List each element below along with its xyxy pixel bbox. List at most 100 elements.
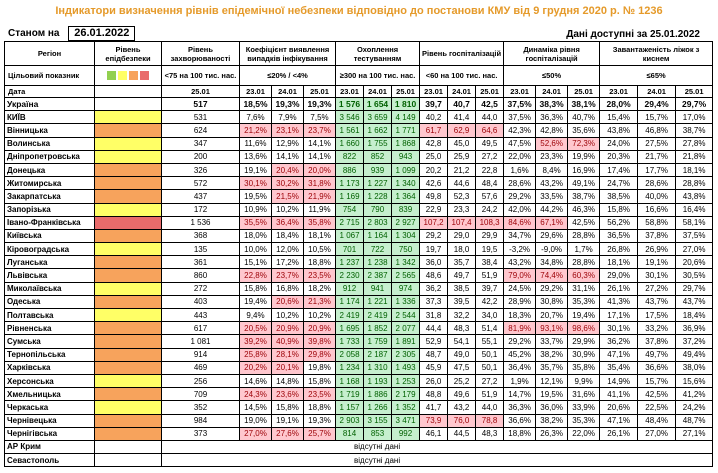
detection-rate-value: 20,2%	[239, 360, 272, 375]
hospitalization-value: 19,5	[475, 242, 505, 257]
region-name: Херсонська	[4, 373, 95, 389]
oxygen-beds-value: 22,5%	[637, 400, 677, 415]
hospitalization-value: 64,6	[475, 123, 505, 138]
hospitalization-dynamics-value: 29,2%	[503, 189, 537, 204]
epidemic-level-cell	[94, 413, 162, 428]
oxygen-beds-value: 27,0%	[675, 242, 714, 257]
incidence-value: 1 536	[161, 215, 240, 230]
epidemic-level-cell	[94, 215, 162, 230]
hospitalization-dynamics-value: 33,5%	[535, 189, 569, 204]
oxygen-beds-value: 29,7%	[675, 281, 714, 296]
hospitalization-dynamics-value: 47,5%	[503, 136, 537, 151]
hospitalization-dynamics-value: 16,9%	[567, 162, 601, 178]
detection-rate-value: 19,8%	[302, 360, 337, 375]
hospitalization-dynamics-value: 26,3%	[535, 426, 569, 441]
hospitalization-value: 49,7	[447, 268, 477, 283]
oxygen-beds-value: 37,2%	[675, 334, 714, 349]
hospitalization-dynamics-value: 98,6%	[567, 321, 601, 336]
region-name: Луганська	[4, 255, 95, 270]
oxygen-beds-value: 24,0%	[599, 136, 639, 151]
region-name: КИЇВ	[4, 110, 95, 125]
oxygen-beds-value: 38,0%	[675, 360, 714, 375]
oxygen-beds-value: 15,8%	[599, 202, 639, 217]
oxygen-beds-value: 43,7%	[675, 294, 714, 310]
date-header: 23.01	[419, 85, 449, 98]
testing-coverage-value: 750	[391, 242, 421, 257]
oxygen-beds-value: 15,7%	[637, 110, 677, 125]
testing-coverage-value: 1 868	[391, 136, 421, 151]
detection-rate-value: 20,9%	[271, 321, 304, 336]
table-row: Миколаївська 272 15,8% 16,8% 18,2% 912 941 974 3…	[4, 281, 714, 296]
hospitalization-dynamics-value: 29,6%	[535, 228, 569, 244]
hospitalization-value: 37,3	[419, 294, 449, 310]
hospitalization-value: 39,5	[447, 294, 477, 310]
hospitalization-value: 42,6	[419, 176, 449, 191]
oxygen-beds-value: 41,3%	[599, 294, 639, 310]
hospitalization-dynamics-value: 9,9%	[567, 373, 601, 389]
hospitalization-dynamics-value: 28,8%	[567, 255, 601, 270]
detection-rate-value: 18,5%	[239, 96, 272, 112]
hospitalization-dynamics-value: 72,3%	[567, 136, 601, 151]
testing-coverage-value: 1 561	[335, 123, 365, 138]
orange-level-swatch	[129, 71, 138, 81]
oxygen-beds-value: 26,1%	[599, 281, 639, 296]
hospitalization-value: 38,4	[475, 255, 505, 270]
level-legend	[94, 65, 162, 86]
table-row: Донецька 326 19,1% 20,4% 20,0% 886 939 1 099 20,…	[4, 162, 714, 178]
oxygen-beds-value: 49,4%	[675, 347, 714, 362]
hospitalization-dynamics-value: 28,8%	[567, 228, 601, 244]
region-name: Україна	[4, 96, 95, 112]
testing-coverage-value: 2 927	[391, 215, 421, 230]
detection-rate-value: 31,8%	[302, 176, 337, 191]
testing-coverage-value: 1 654	[363, 96, 393, 112]
oxygen-beds-value: 21,7%	[637, 149, 677, 164]
oxygen-beds-value: 27,2%	[637, 281, 677, 296]
hospitalization-value: 44,0	[475, 110, 505, 125]
detection-rate-value: 25,7%	[302, 426, 337, 441]
epidemic-level-cell	[94, 255, 162, 270]
oxygen-beds-value: 36,2%	[599, 334, 639, 349]
hospitalization-dynamics-value: 36,6%	[503, 413, 537, 428]
hospitalization-dynamics-value: 29,9%	[567, 334, 601, 349]
oxygen-beds-value: 42,5%	[637, 387, 677, 402]
incidence-value: 347	[161, 136, 240, 151]
hospitalization-dynamics-value: 42,8%	[535, 123, 569, 138]
table-row: Севастополь відсутні дані	[4, 453, 714, 468]
epidemic-level-cell	[94, 189, 162, 204]
incidence-value: 531	[161, 110, 240, 125]
detection-rate-value: 19,1%	[271, 413, 304, 428]
region-name: Хмельницька	[4, 387, 95, 402]
testing-coverage-value: 790	[363, 202, 393, 217]
hospitalization-value: 25,0	[419, 149, 449, 164]
detection-rate-value: 23,7%	[302, 123, 337, 138]
date-header: 23.01	[599, 85, 639, 98]
incidence-value: 272	[161, 281, 240, 296]
hospitalization-target: <60 на 100 тис. нас.	[419, 65, 505, 86]
oxygen-beds-value: 17,5%	[637, 307, 677, 323]
detection-rate-value: 20,6%	[271, 294, 304, 310]
table-row: Сумська 1 081 39,2% 40,9% 39,8% 1 733 1 759 1 8…	[4, 334, 714, 349]
hospitalization-column-header: Рівень госпіталізацій	[419, 41, 505, 66]
region-name: Чернігівська	[4, 426, 95, 441]
hospitalization-dynamics-value: 35,7%	[535, 360, 569, 375]
hospitalization-dynamics-value: 19,5%	[535, 387, 569, 402]
date-header: 24.01	[363, 85, 393, 98]
no-data-note: відсутні дані	[160, 439, 714, 455]
region-name: Одеська	[4, 294, 95, 310]
incidence-value: 517	[161, 96, 240, 112]
detection-rate-value: 21,9%	[302, 189, 337, 204]
hospitalization-value: 44,4	[419, 321, 449, 336]
detection-rate-value: 28,1%	[271, 347, 304, 362]
detection-rate-value: 14,1%	[302, 149, 337, 164]
detection-rate-value: 36,4%	[271, 215, 304, 230]
hospitalization-dynamics-value: 18,3%	[503, 307, 537, 323]
testing-coverage-value: 941	[363, 281, 393, 296]
region-name: Полтавська	[4, 307, 95, 323]
incidence-value: 403	[161, 294, 240, 310]
testing-coverage-value: 2 179	[391, 387, 421, 402]
hospitalization-dynamics-value: 35,6%	[567, 123, 601, 138]
oxygen-beds-value: 17,1%	[599, 307, 639, 323]
detection-rate-value: 10,2%	[271, 202, 304, 217]
detection-rate-value: 24,3%	[239, 387, 272, 402]
region-name: Севастополь	[4, 453, 95, 468]
